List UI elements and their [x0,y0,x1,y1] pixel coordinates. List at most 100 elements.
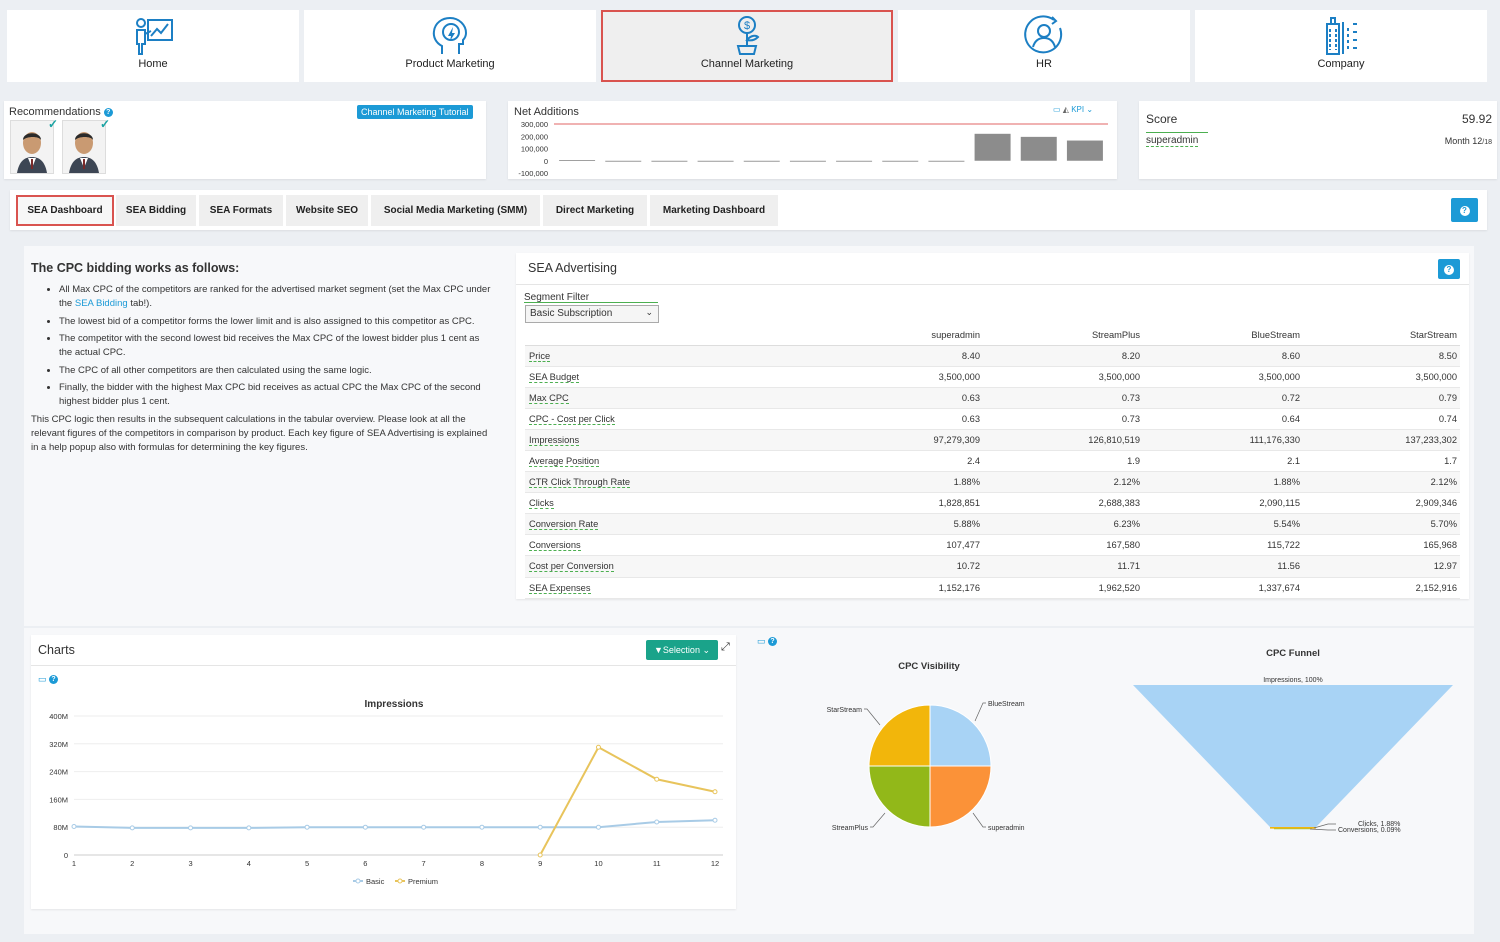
row-label[interactable]: SEA Expenses [529,582,591,594]
table-row: CPC - Cost per Click 0.63 0.73 0.64 0.74 [525,408,1460,430]
x-tick-label: 11 [653,859,661,868]
y-tick-label: 240M [49,768,68,777]
nav-hr-label: HR [1036,58,1052,70]
expand-icon[interactable]: ⤢ [721,641,730,653]
y-tick-label: -100,000 [518,169,548,178]
table-cell: 3,500,000 [823,366,983,388]
tab-direct-marketing[interactable]: Direct Marketing [543,195,647,226]
list-item: Finally, the bidder with the highest Max… [59,381,493,409]
data-point [537,852,543,858]
x-tick-label: 10 [594,859,602,868]
nav-channel-marketing[interactable]: $ Channel Marketing [601,10,893,82]
tab-sea-bidding[interactable]: SEA Bidding [116,195,196,226]
presenter-chart-icon [136,18,173,55]
row-label[interactable]: Cost per Conversion [529,561,614,573]
nav-company-label: Company [1317,58,1365,70]
help-button[interactable]: ? [1451,198,1478,222]
recommendations-title: Recommendations ? [9,106,113,118]
row-label[interactable]: CPC - Cost per Click [529,413,615,425]
row-label-cell: Impressions [525,429,823,451]
nav-product-marketing[interactable]: Product Marketing [304,10,596,82]
bar [605,160,642,162]
tab-marketing-dashboard[interactable]: Marketing Dashboard [650,195,778,226]
monitor-icon[interactable]: ▭ [38,674,47,684]
recommendations-panel: Recommendations ? Channel Marketing Tuto… [4,101,486,179]
tab-website-seo[interactable]: Website SEO [286,195,368,226]
cpc-funnel-chart: CPC Funnel Impressions, 100% Clicks, 1.88%… [1133,648,1453,834]
table-row: SEA Budget 3,500,000 3,500,000 3,500,000 3,5… [525,366,1460,388]
data-point [712,817,718,823]
table-row: Impressions 97,279,309 126,810,519 111,176,… [525,429,1460,451]
help-button[interactable]: ? [1438,259,1460,279]
data-point [246,825,252,831]
row-label-cell: Cost per Conversion [525,555,823,578]
monitor-icon[interactable]: ▭ [757,636,766,646]
row-label[interactable]: Clicks [529,498,554,510]
bar [928,160,965,162]
funnel-segment [1133,685,1453,827]
row-label[interactable]: Price [529,350,551,362]
score-user-name: superadmin [1146,135,1199,147]
bar [974,133,1011,161]
charts-title: Charts [38,643,75,657]
row-label[interactable]: Max CPC [529,392,569,404]
x-tick-label: 3 [188,859,192,868]
row-label[interactable]: SEA Budget [529,371,580,383]
area-chart-icon[interactable]: ◭ [1062,105,1069,114]
tab-sea-formats[interactable]: SEA Formats [199,195,283,226]
table-row: Max CPC 0.63 0.73 0.72 0.79 [525,387,1460,409]
nav-home[interactable]: Home [7,10,299,82]
funnel-segment [1270,827,1316,829]
monitor-icon[interactable]: ▭ [1053,105,1061,114]
table-row: Conversions 107,477 167,580 115,722 165,968 [525,534,1460,557]
nav-hr[interactable]: HR [898,10,1190,82]
nav-company[interactable]: Company [1195,10,1487,82]
row-label[interactable]: Impressions [529,434,580,446]
funnel-connector [1309,828,1336,831]
x-tick-label: 7 [422,859,426,868]
x-tick-label: 2 [130,859,134,868]
table-cell: 1,828,851 [823,492,983,515]
help-icon[interactable]: ? [103,107,113,117]
person-circle-icon [1024,15,1063,54]
pie-slice [929,765,992,828]
segment-select-value: Basic Subscription [530,308,613,319]
net-additions-chart: 300,000 200,000 100,000 0 -100,000 [518,120,1108,178]
kpi-dropdown[interactable]: KPI ⌄ [1071,105,1094,114]
table-cell: 5.70% [1303,513,1460,536]
chart-toolbar: ▭ ? [38,674,59,685]
score-title: Score [1146,112,1178,126]
nav-home-label: Home [138,58,168,70]
tab-sea-dashboard[interactable]: SEA Dashboard [16,195,114,226]
table-cell: 0.64 [1143,408,1303,430]
help-icon[interactable]: ? [768,637,778,647]
bar [559,160,596,161]
avatar[interactable]: ✓ [62,117,110,174]
table-cell: 3,500,000 [1143,366,1303,388]
pie-slice [868,765,931,828]
row-label-cell: Clicks [525,492,823,515]
tab-smm[interactable]: Social Media Marketing (SMM) [371,195,540,226]
segment-select[interactable]: Basic Subscription ⌄ [525,305,659,323]
row-label[interactable]: Average Position [529,456,600,468]
row-label[interactable]: CTR Click Through Rate [529,477,631,489]
legend-marker-point [397,878,403,884]
sea-advertising-title: SEA Advertising [528,261,617,275]
selection-button[interactable]: ▼Selection ⌄ [646,640,718,660]
filter-icon: ▼ [654,645,663,655]
x-tick-label: 4 [247,859,251,868]
y-tick-label: 0 [544,157,548,166]
row-label[interactable]: Conversions [529,540,581,552]
table-header: StreamPlus [983,326,1143,346]
tutorial-button[interactable]: Channel Marketing Tutorial [357,105,473,119]
list-item: All Max CPC of the competitors are ranke… [59,283,493,311]
avatar[interactable]: ✓ [10,117,58,174]
table-cell: 1.7 [1303,450,1460,473]
help-icon[interactable]: ? [49,675,59,685]
head-idea-icon [432,16,468,54]
cpc-info-heading: The CPC bidding works as follows: [31,261,240,275]
sea-bidding-link[interactable]: SEA Bidding [74,298,128,309]
x-tick-label: 6 [363,859,367,868]
row-label[interactable]: Conversion Rate [529,519,599,531]
